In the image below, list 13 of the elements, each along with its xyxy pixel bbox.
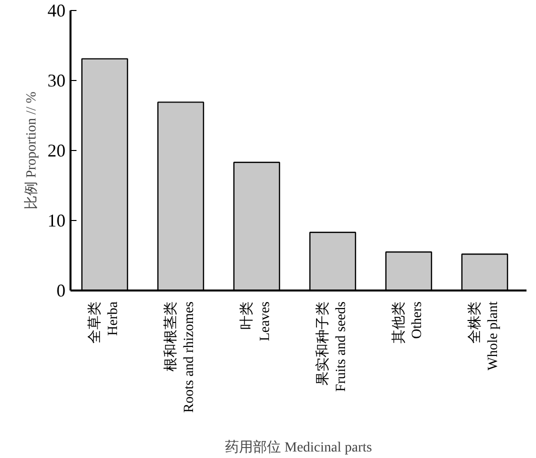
y-tick-label: 30 bbox=[48, 70, 66, 90]
x-tick-label: 全株类 Whole plant bbox=[467, 301, 502, 370]
y-tick-label: 0 bbox=[56, 280, 66, 300]
x-axis-title: 药用部位 Medicinal parts bbox=[225, 440, 372, 456]
y-axis-title: 比例 Proportion // % bbox=[24, 91, 40, 210]
x-tick-label: 其他类 Others bbox=[391, 301, 426, 344]
x-tick-label: 叶类 Leaves bbox=[239, 301, 274, 342]
y-tick-label: 40 bbox=[48, 0, 66, 20]
y-tick-label: 10 bbox=[48, 210, 66, 230]
y-tick-label: 20 bbox=[48, 140, 66, 160]
x-tick-label: 果实和种子类 Fruits and seeds bbox=[315, 301, 350, 392]
x-tick-label: 全草类 Herba bbox=[87, 300, 122, 344]
x-tick-label: 根和根茎类 Roots and rhizomes bbox=[163, 301, 198, 413]
